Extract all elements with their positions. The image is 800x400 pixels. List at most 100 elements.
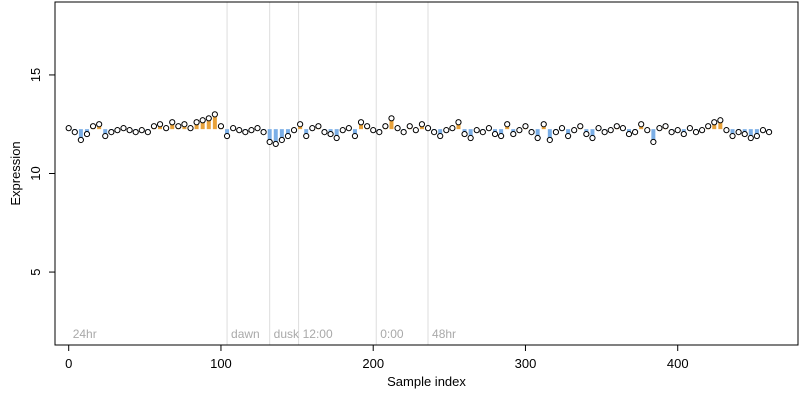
data-point	[601, 129, 608, 136]
data-point	[199, 117, 206, 124]
data-point	[485, 125, 493, 132]
data-point	[205, 115, 212, 122]
data-point	[753, 132, 760, 140]
baseline-bars	[66, 114, 772, 144]
data-point	[631, 129, 639, 136]
data-point	[650, 138, 657, 146]
marker-label: 24hr	[73, 327, 97, 341]
data-point	[424, 125, 432, 132]
data-point	[686, 125, 693, 132]
x-tick-label: 100	[210, 356, 232, 371]
data-point	[77, 136, 84, 144]
data-point	[528, 129, 535, 136]
data-point	[449, 125, 456, 132]
data-point	[540, 121, 547, 128]
y-tick-label: 15	[28, 68, 43, 82]
data-point	[546, 136, 553, 144]
data-point	[290, 127, 298, 134]
data-point	[437, 132, 444, 140]
data-point	[333, 134, 340, 142]
y-tick-label: 5	[28, 268, 43, 275]
data-point	[102, 132, 109, 140]
data-point	[303, 132, 310, 140]
data-point	[187, 125, 194, 132]
data-point	[175, 123, 182, 130]
data-point	[680, 130, 687, 138]
data-point	[571, 127, 578, 134]
data-point	[156, 121, 164, 128]
data-point	[638, 121, 645, 128]
data-point	[705, 123, 712, 130]
data-point	[491, 130, 499, 138]
data-point	[260, 129, 267, 136]
data-point	[723, 127, 730, 134]
data-point	[418, 121, 426, 128]
data-point	[126, 127, 133, 134]
data-point	[729, 132, 736, 140]
data-point	[583, 130, 590, 138]
data-point	[595, 125, 602, 132]
data-point	[351, 132, 359, 140]
data-point	[711, 119, 718, 126]
marker-label: 12:00	[303, 327, 333, 341]
data-point	[619, 125, 627, 132]
y-axis: 5 10 15	[28, 68, 55, 276]
data-point	[607, 127, 614, 134]
marker-label: dusk	[274, 327, 300, 341]
data-point	[467, 134, 474, 142]
x-tick-label: 400	[667, 356, 689, 371]
data-point	[71, 129, 78, 136]
data-point	[254, 125, 261, 132]
y-tick-label: 10	[28, 166, 43, 180]
data-point	[516, 127, 523, 134]
data-point	[558, 125, 566, 132]
data-point	[376, 129, 383, 136]
data-point	[443, 127, 450, 134]
data-point	[370, 127, 377, 134]
data-point	[382, 123, 389, 130]
data-point	[339, 127, 346, 134]
data-point	[656, 125, 663, 132]
data-point	[114, 127, 121, 134]
data-point	[193, 119, 200, 126]
data-point	[230, 125, 237, 132]
data-point	[674, 127, 681, 134]
data-point	[266, 138, 273, 146]
data-point	[169, 119, 176, 126]
data-point	[406, 123, 413, 130]
data-point	[510, 130, 517, 138]
data-point	[357, 119, 365, 126]
data-point	[589, 134, 596, 142]
data-point	[364, 123, 371, 130]
data-point	[498, 132, 505, 140]
data-point	[400, 129, 407, 136]
marker-label: dawn	[231, 327, 260, 341]
data-point	[297, 121, 304, 128]
data-point	[765, 129, 773, 136]
data-point	[534, 134, 541, 142]
data-point	[120, 125, 127, 132]
data-point	[431, 129, 438, 136]
plot-frame	[54, 1, 799, 346]
data-point	[65, 125, 72, 132]
marker-label: 0:00	[380, 327, 404, 341]
data-point	[96, 121, 103, 128]
x-axis: 0 100 200 300 400	[65, 344, 689, 371]
data-point	[315, 123, 322, 130]
marker-lines	[226, 2, 429, 345]
data-point	[327, 130, 334, 138]
data-point	[144, 129, 151, 136]
data-point	[717, 117, 724, 124]
data-points	[65, 111, 773, 148]
data-point	[735, 129, 742, 136]
data-point	[223, 132, 231, 140]
data-point	[692, 129, 700, 136]
data-point	[644, 127, 651, 134]
x-axis-title: Sample index	[387, 374, 466, 389]
data-point	[321, 129, 328, 136]
data-point	[394, 125, 401, 132]
data-point	[163, 125, 170, 132]
data-point	[83, 130, 91, 138]
data-point	[479, 129, 486, 136]
